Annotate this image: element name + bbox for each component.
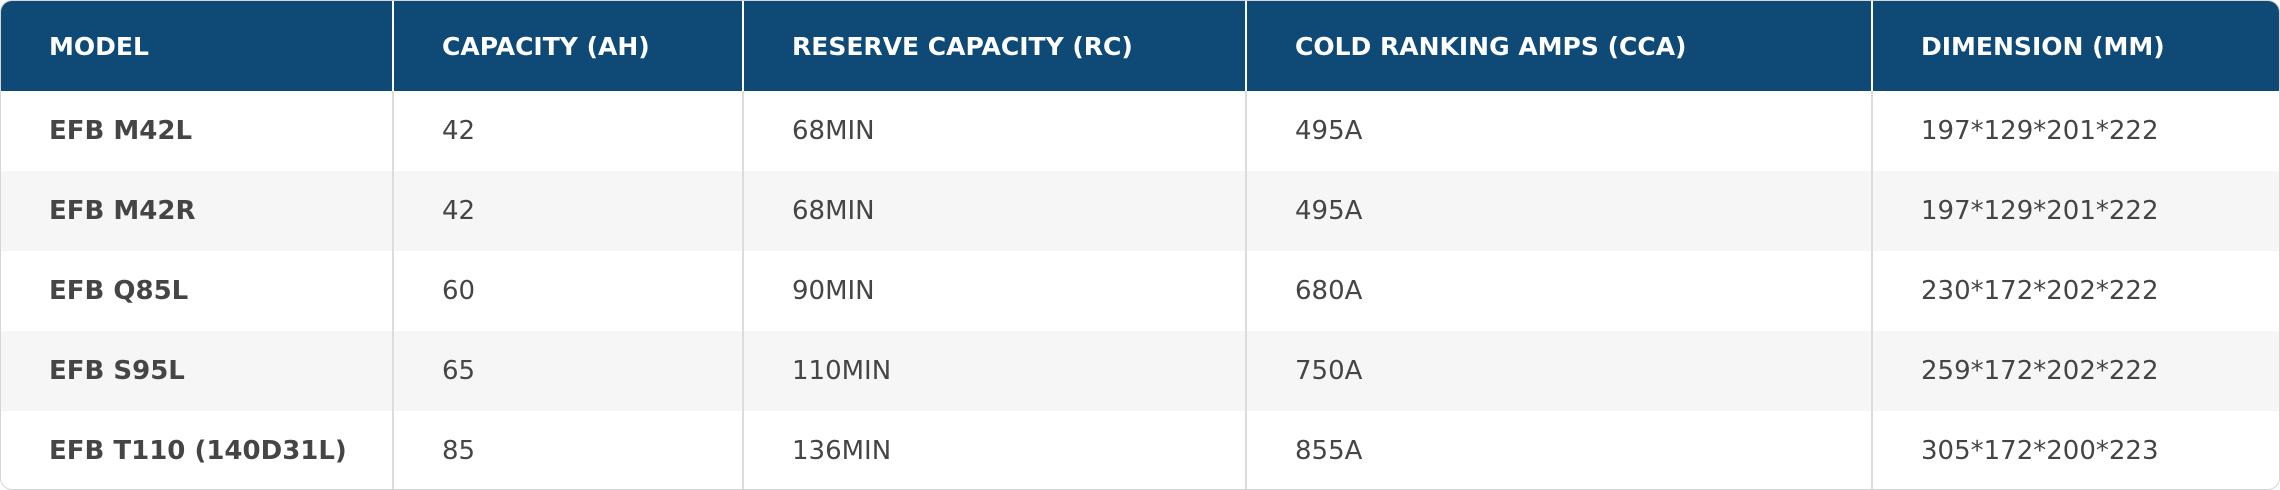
table-body: EFB M42L 42 68MIN 495A 197*129*201*222 EFB M4… [1,91,2279,489]
model-cell: EFB T110 (140D31L) [1,411,394,489]
table-cell: 60 [393,251,744,331]
table-cell: 42 [393,171,744,251]
table-cell: 305*172*200*223 [1921,436,2159,466]
table-row: EFB T110 (140D31L) 85 136MIN 855A 305*172*20… [1,411,2279,489]
table-cell: 65 [393,331,744,411]
table-cell: 495A [1246,171,1873,251]
column-header: RESERVE CAPACITY (RC) [743,1,1247,91]
table-row: EFB M42R 42 68MIN 495A 197*129*201*222 [1,171,2279,251]
column-header: MODEL [1,1,394,91]
table-row: EFB S95L 65 110MIN 750A 259*172*202*222 [1,331,2279,411]
column-header: DIMENSION (MM) [1872,1,2279,91]
table-cell: 197*129*201*222 [1872,171,2279,251]
table-cell: 680A [1246,251,1873,331]
model-cell: EFB M42L [1,91,394,171]
table-cell: 495A [1246,91,1873,171]
table-cell: 750A [1246,331,1873,411]
column-header: COLD RANKING AMPS (CCA) [1246,1,1873,91]
table-cell: 42 [393,91,744,171]
table-row: EFB Q85L 60 90MIN 680A 230*172*202*222 [1,251,2279,331]
column-header: CAPACITY (AH) [393,1,744,91]
header-row: MODEL CAPACITY (AH) RESERVE CAPACITY (RC) C… [1,1,2279,91]
table-cell: 68MIN [743,91,1247,171]
table-cell: 855A [1246,411,1873,489]
model-cell: EFB Q85L [1,251,394,331]
model-cell: EFB S95L [1,331,394,411]
table-cell: 110MIN [743,331,1247,411]
table-cell: 85 [393,411,744,489]
table-cell: 197*129*201*222 [1921,116,2159,146]
table-head: MODEL CAPACITY (AH) RESERVE CAPACITY (RC) C… [1,1,2279,91]
table-cell: 259*172*202*222 [1872,331,2279,411]
table-cell: 68MIN [743,171,1247,251]
model-cell: EFB M42R [1,171,394,251]
table-cell: 90MIN [743,251,1247,331]
table-cell: 230*172*202*222 [1921,276,2159,306]
table-row: EFB M42L 42 68MIN 495A 197*129*201*222 [1,91,2279,171]
table-cell: 136MIN [743,411,1247,489]
